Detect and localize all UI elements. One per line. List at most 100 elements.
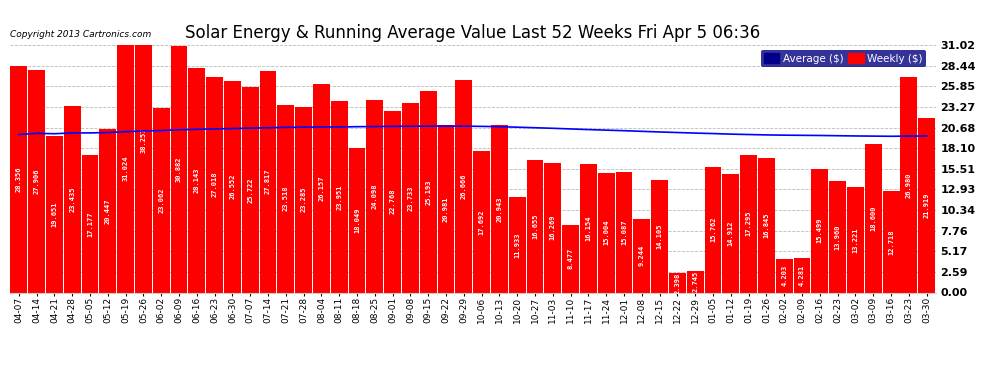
Bar: [741, 154, 757, 292]
Text: 27.817: 27.817: [265, 169, 271, 194]
Bar: [331, 101, 347, 292]
Text: 13.960: 13.960: [835, 224, 841, 249]
Text: 13.221: 13.221: [852, 227, 858, 252]
Bar: [794, 258, 811, 292]
Text: 17.692: 17.692: [478, 209, 485, 235]
Text: 26.157: 26.157: [319, 176, 325, 201]
Bar: [616, 172, 633, 292]
Text: 25.193: 25.193: [426, 179, 432, 205]
Text: 2.398: 2.398: [674, 272, 680, 294]
Text: 23.062: 23.062: [158, 188, 164, 213]
Text: 24.098: 24.098: [372, 184, 378, 209]
Text: 23.435: 23.435: [69, 186, 75, 212]
Text: 27.906: 27.906: [34, 168, 40, 194]
Text: 20.447: 20.447: [105, 198, 111, 223]
Bar: [99, 129, 116, 292]
Bar: [402, 103, 419, 292]
Text: 12.718: 12.718: [888, 229, 894, 255]
Text: 4.281: 4.281: [799, 265, 805, 286]
Text: 20.943: 20.943: [496, 196, 503, 222]
Bar: [117, 45, 134, 292]
Text: 16.154: 16.154: [585, 215, 591, 241]
Bar: [847, 187, 864, 292]
Bar: [46, 136, 62, 292]
Text: 38.257: 38.257: [141, 127, 147, 153]
Bar: [277, 105, 294, 292]
Text: 30.882: 30.882: [176, 156, 182, 182]
Bar: [491, 125, 508, 292]
Text: 28.356: 28.356: [16, 166, 22, 192]
Bar: [544, 163, 561, 292]
Text: 15.087: 15.087: [621, 220, 627, 245]
Bar: [723, 174, 740, 292]
Bar: [705, 167, 722, 292]
Bar: [812, 169, 829, 292]
Bar: [598, 173, 615, 292]
Bar: [776, 259, 793, 292]
Text: 2.745: 2.745: [692, 271, 698, 292]
Bar: [580, 164, 597, 292]
Bar: [473, 152, 490, 292]
Bar: [170, 46, 187, 292]
Text: 26.980: 26.980: [906, 172, 912, 198]
Text: 23.951: 23.951: [337, 184, 343, 210]
Bar: [63, 105, 80, 292]
Text: 14.105: 14.105: [656, 224, 662, 249]
Text: 21.919: 21.919: [924, 192, 930, 218]
Bar: [687, 271, 704, 292]
Bar: [188, 68, 205, 292]
Text: 22.768: 22.768: [390, 189, 396, 214]
Bar: [366, 100, 383, 292]
Bar: [224, 81, 241, 292]
Text: 8.477: 8.477: [567, 248, 573, 269]
Bar: [438, 125, 454, 292]
Text: 11.933: 11.933: [514, 232, 520, 258]
Bar: [10, 66, 28, 292]
Text: 9.244: 9.244: [639, 245, 644, 266]
Text: 16.269: 16.269: [549, 215, 555, 240]
Text: 15.762: 15.762: [710, 217, 716, 242]
Bar: [259, 70, 276, 292]
Bar: [918, 118, 936, 292]
Bar: [295, 107, 312, 292]
Bar: [135, 0, 151, 292]
Text: 15.499: 15.499: [817, 218, 823, 243]
Bar: [242, 87, 258, 292]
Bar: [206, 77, 223, 292]
Bar: [28, 70, 46, 292]
Text: Copyright 2013 Cartronics.com: Copyright 2013 Cartronics.com: [10, 30, 151, 39]
Bar: [348, 148, 365, 292]
Text: 26.552: 26.552: [230, 174, 236, 200]
Legend: Average ($), Weekly ($): Average ($), Weekly ($): [760, 50, 926, 67]
Text: 15.004: 15.004: [603, 220, 609, 245]
Text: 25.722: 25.722: [248, 177, 253, 203]
Text: 18.600: 18.600: [870, 206, 876, 231]
Bar: [420, 92, 437, 292]
Bar: [669, 273, 686, 292]
Text: 27.018: 27.018: [212, 172, 218, 198]
Text: 23.518: 23.518: [283, 186, 289, 211]
Text: 19.651: 19.651: [51, 201, 57, 227]
Bar: [758, 158, 775, 292]
Text: 16.655: 16.655: [532, 213, 538, 239]
Text: 28.143: 28.143: [194, 168, 200, 193]
Bar: [509, 197, 526, 292]
Text: 4.203: 4.203: [781, 265, 787, 286]
Text: 20.981: 20.981: [443, 196, 449, 222]
Text: 17.295: 17.295: [745, 211, 751, 236]
Bar: [562, 225, 579, 292]
Bar: [865, 144, 882, 292]
Bar: [883, 191, 900, 292]
Bar: [651, 180, 668, 292]
Text: 26.666: 26.666: [460, 173, 467, 199]
Bar: [634, 219, 650, 292]
Title: Solar Energy & Running Average Value Last 52 Weeks Fri Apr 5 06:36: Solar Energy & Running Average Value Las…: [185, 24, 760, 42]
Bar: [384, 111, 401, 292]
Text: 18.049: 18.049: [354, 208, 360, 233]
Bar: [527, 160, 544, 292]
Bar: [900, 77, 918, 292]
Text: 14.912: 14.912: [728, 220, 734, 246]
Bar: [152, 108, 169, 292]
Bar: [81, 156, 98, 292]
Bar: [313, 84, 330, 292]
